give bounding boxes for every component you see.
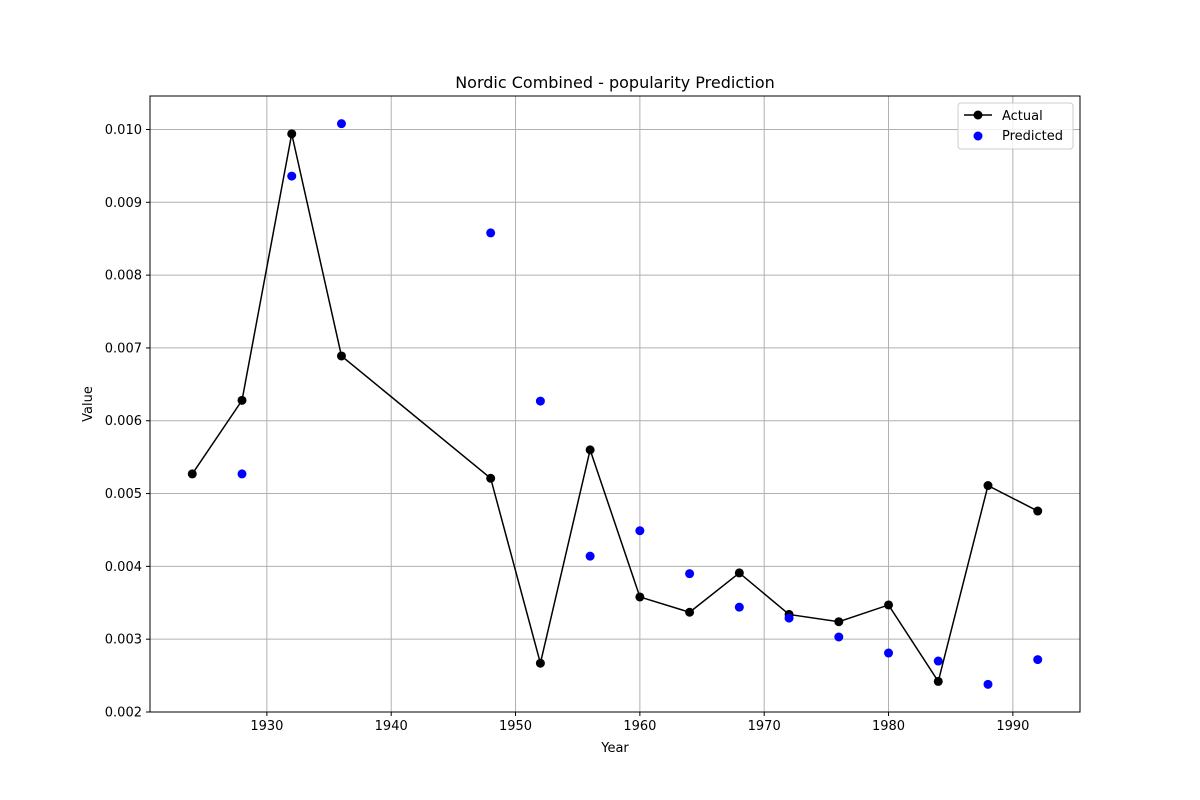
legend-actual-marker bbox=[973, 110, 983, 120]
legend-predicted-label: Predicted bbox=[1002, 129, 1063, 144]
predicted-point bbox=[237, 469, 247, 479]
y-tick-label: 0.007 bbox=[105, 341, 142, 356]
y-tick-label: 0.003 bbox=[105, 633, 142, 648]
actual-point bbox=[635, 592, 645, 602]
x-axis-label: Year bbox=[600, 741, 629, 756]
actual-line bbox=[191, 133, 1039, 684]
y-tick-label: 0.005 bbox=[105, 487, 142, 502]
actual-point bbox=[685, 607, 695, 617]
y-axis-label: Value bbox=[81, 386, 96, 422]
chart-title: Nordic Combined - popularity Prediction bbox=[455, 73, 775, 92]
x-axis: 1930 1940 1950 1960 1970 1980 1990 bbox=[250, 712, 1029, 734]
y-tick-label: 0.002 bbox=[105, 706, 142, 721]
predicted-point bbox=[933, 656, 943, 666]
predicted-point bbox=[1033, 655, 1043, 665]
predicted-point bbox=[635, 526, 645, 536]
y-tick-label: 0.006 bbox=[105, 414, 142, 429]
x-tick-label: 1940 bbox=[375, 719, 408, 734]
y-tick-label: 0.010 bbox=[105, 123, 142, 138]
x-tick-label: 1990 bbox=[996, 719, 1029, 734]
actual-point bbox=[237, 395, 247, 405]
actual-point bbox=[336, 351, 346, 361]
actual-point bbox=[834, 617, 844, 627]
predicted-point bbox=[734, 602, 744, 612]
actual-point bbox=[1033, 506, 1043, 516]
y-tick-label: 0.008 bbox=[105, 269, 142, 284]
predicted-point bbox=[983, 679, 993, 689]
actual-point bbox=[187, 469, 197, 479]
x-tick-label: 1960 bbox=[623, 719, 656, 734]
y-tick-label: 0.004 bbox=[105, 560, 142, 575]
predicted-point bbox=[884, 648, 894, 658]
x-tick-label: 1930 bbox=[250, 719, 283, 734]
x-tick-label: 1950 bbox=[499, 719, 532, 734]
predicted-point bbox=[486, 228, 496, 238]
actual-point bbox=[983, 481, 993, 491]
legend-actual-label: Actual bbox=[1002, 109, 1043, 124]
predicted-point bbox=[834, 632, 844, 642]
predicted-point bbox=[287, 171, 297, 181]
actual-point bbox=[585, 445, 595, 455]
actual-point bbox=[933, 676, 943, 686]
predicted-point bbox=[685, 569, 695, 579]
x-tick-label: 1980 bbox=[872, 719, 905, 734]
predicted-point bbox=[535, 396, 545, 406]
y-axis: 0.002 0.003 0.004 0.005 0.006 0.007 0.008 0.009… bbox=[105, 123, 150, 721]
actual-point bbox=[734, 568, 744, 578]
legend-predicted-marker bbox=[973, 131, 983, 141]
actual-point bbox=[287, 129, 297, 139]
actual-point bbox=[535, 658, 545, 668]
predicted-point bbox=[336, 119, 346, 129]
actual-point bbox=[486, 473, 496, 483]
x-tick-label: 1970 bbox=[748, 719, 781, 734]
actual-point bbox=[884, 600, 894, 610]
y-tick-label: 0.009 bbox=[105, 196, 142, 211]
legend: Actual Predicted bbox=[957, 102, 1074, 150]
plot-frame bbox=[149, 95, 1081, 713]
series-layer bbox=[187, 119, 1043, 689]
predicted-point bbox=[784, 613, 794, 623]
predicted-point bbox=[585, 551, 595, 561]
